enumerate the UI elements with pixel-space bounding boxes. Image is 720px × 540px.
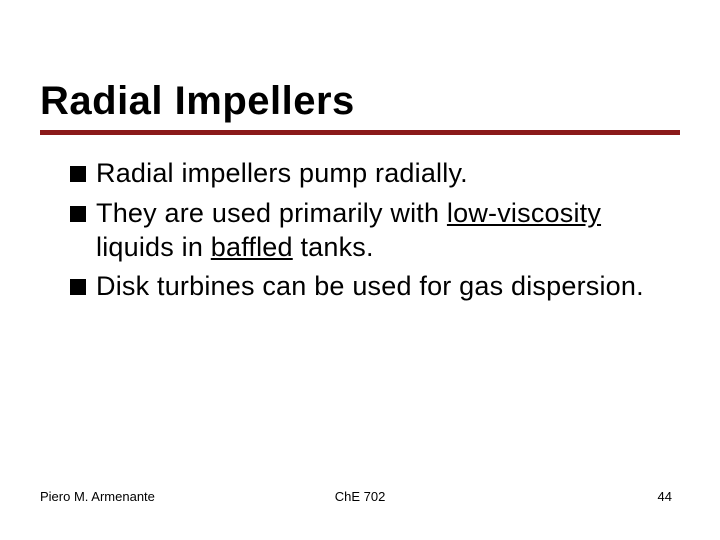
square-bullet-icon — [70, 279, 86, 295]
text-segment: Disk turbines can be used for gas disper… — [96, 271, 644, 301]
text-segment: tanks. — [293, 232, 374, 262]
bullet-row: Radial impellers pump radially. — [70, 157, 660, 191]
bullet-text: Radial impellers pump radially. — [96, 157, 468, 191]
title-area: Radial Impellers — [0, 0, 720, 124]
body: Radial impellers pump radially. They are… — [0, 135, 720, 304]
slide-title: Radial Impellers — [40, 78, 680, 124]
slide: Radial Impellers Radial impellers pump r… — [0, 0, 720, 540]
bullet-row: Disk turbines can be used for gas disper… — [70, 270, 660, 304]
text-segment: liquids in — [96, 232, 211, 262]
footer-course: ChE 702 — [335, 489, 386, 504]
bullet-text: Disk turbines can be used for gas disper… — [96, 270, 644, 304]
square-bullet-icon — [70, 206, 86, 222]
text-segment: They are used primarily with — [96, 198, 447, 228]
text-segment: Radial impellers pump radially. — [96, 158, 468, 188]
square-bullet-icon — [70, 166, 86, 182]
footer-page-number: 44 — [658, 489, 672, 504]
footer-author: Piero M. Armenante — [40, 489, 155, 504]
bullet-text: They are used primarily with low-viscosi… — [96, 197, 660, 265]
underlined-text: baffled — [211, 232, 293, 262]
footer: Piero M. Armenante ChE 702 44 — [0, 489, 720, 504]
underlined-text: low-viscosity — [447, 198, 601, 228]
bullet-row: They are used primarily with low-viscosi… — [70, 197, 660, 265]
